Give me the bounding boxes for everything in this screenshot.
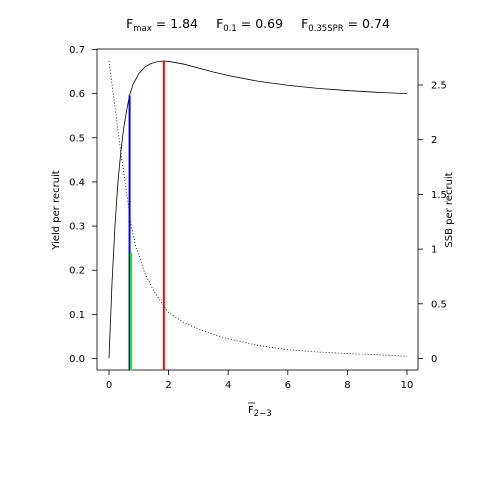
title-f01-sub: 0.1 bbox=[223, 24, 237, 34]
y-left-tick-label: 0.7 bbox=[69, 45, 85, 56]
x-axis-title-group: F2−3 bbox=[248, 402, 272, 419]
y-right-tick-label: 0.5 bbox=[431, 299, 447, 310]
x-tick-label: 8 bbox=[344, 380, 350, 391]
y-right-axis-title: SSB per recruit bbox=[444, 172, 455, 247]
x-tick-label: 2 bbox=[165, 380, 171, 391]
series-layer bbox=[108, 60, 408, 359]
title-fmax-value: = 1.84 bbox=[152, 16, 198, 31]
y-right-tick-label: 2 bbox=[431, 135, 437, 146]
x-tick-label: 6 bbox=[285, 380, 291, 391]
x-axis-title-main: F bbox=[248, 405, 254, 416]
x-axis-title-sub: 2−3 bbox=[254, 409, 272, 419]
y-right-tick-label: 0 bbox=[431, 354, 437, 365]
y-left-tick-label: 0.2 bbox=[69, 266, 85, 277]
title-fspr-main: F bbox=[301, 16, 308, 31]
y-left-tick-label: 0.6 bbox=[69, 89, 85, 100]
y-left-tick-label: 0.1 bbox=[69, 310, 85, 321]
title-fmax-sub: max bbox=[133, 24, 152, 34]
x-tick-label: 4 bbox=[225, 380, 231, 391]
chart-title: Fmax = 1.84 F0.1 = 0.69 F0.35SPR = 0.74 bbox=[126, 16, 390, 34]
title-f01-value: = 0.69 bbox=[237, 16, 283, 31]
title-fmax-main: F bbox=[126, 16, 133, 31]
y-left-tick-label: 0.3 bbox=[69, 222, 85, 233]
y-right-tick-label: 1 bbox=[431, 245, 437, 256]
x-tick-label: 10 bbox=[401, 380, 414, 391]
y-left-tick-label: 0.4 bbox=[69, 177, 85, 188]
y-left-tick-label: 0.5 bbox=[69, 133, 85, 144]
reference-lines bbox=[128, 60, 165, 371]
x-tick-label: 0 bbox=[106, 380, 112, 391]
axes: 0 2 4 6 8 10 0.0 0.1 0.2 0.3 0.4 0.5 0.6 0.7 0 0.5 1 1.5 2… bbox=[69, 45, 447, 391]
y-right-tick-label: 1.5 bbox=[431, 190, 447, 201]
y-left-tick-label: 0.0 bbox=[69, 354, 85, 365]
title-f01-main: F bbox=[216, 16, 223, 31]
plot-frame bbox=[96, 48, 419, 371]
x-axis-title: F2−3 bbox=[248, 405, 272, 419]
title-fspr-value: = 0.74 bbox=[344, 16, 390, 31]
ssb-per-recruit-line bbox=[108, 60, 408, 357]
y-right-tick-label: 2.5 bbox=[431, 81, 447, 92]
y-left-axis-title: Yield per recruit bbox=[51, 170, 62, 251]
title-fspr-sub: 0.35SPR bbox=[308, 24, 343, 34]
